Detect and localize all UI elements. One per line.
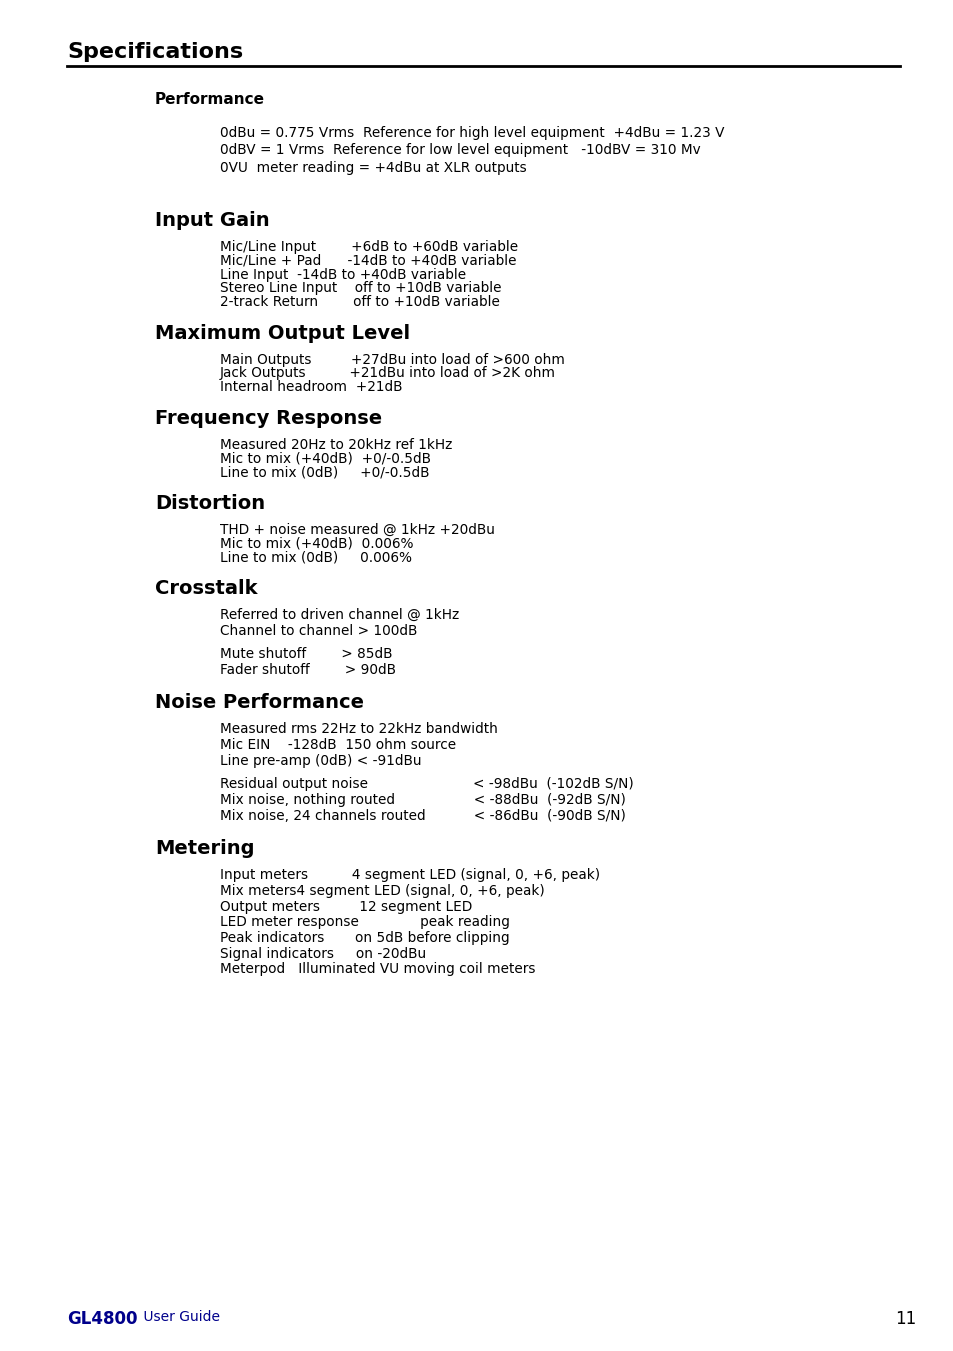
Text: Mix noise, nothing routed                  < -88dBu  (-92dB S/N): Mix noise, nothing routed < -88dBu (-92d… xyxy=(220,793,625,807)
Text: Mic to mix (+40dB)  0.006%: Mic to mix (+40dB) 0.006% xyxy=(220,536,413,551)
Text: Mic EIN    -128dB  150 ohm source: Mic EIN -128dB 150 ohm source xyxy=(220,738,456,753)
Text: Peak indicators       on 5dB before clipping: Peak indicators on 5dB before clipping xyxy=(220,931,509,944)
Text: 0dBV = 1 Vrms  Reference for low level equipment   -10dBV = 310 Mv: 0dBV = 1 Vrms Reference for low level eq… xyxy=(220,143,700,158)
Text: Residual output noise                        < -98dBu  (-102dB S/N): Residual output noise < -98dBu (-102dB S… xyxy=(220,777,633,792)
Text: Measured rms 22Hz to 22kHz bandwidth: Measured rms 22Hz to 22kHz bandwidth xyxy=(220,723,497,736)
Text: Maximum Output Level: Maximum Output Level xyxy=(154,323,410,343)
Text: Crosstalk: Crosstalk xyxy=(154,578,257,597)
Text: Distortion: Distortion xyxy=(154,493,265,512)
Text: Jack Outputs          +21dBu into load of >2K ohm: Jack Outputs +21dBu into load of >2K ohm xyxy=(220,366,556,381)
Text: 0VU  meter reading = +4dBu at XLR outputs: 0VU meter reading = +4dBu at XLR outputs xyxy=(220,161,526,176)
Text: Mix meters4 segment LED (signal, 0, +6, peak): Mix meters4 segment LED (signal, 0, +6, … xyxy=(220,884,544,898)
Text: Signal indicators     on -20dBu: Signal indicators on -20dBu xyxy=(220,947,426,961)
Text: Referred to driven channel @ 1kHz: Referred to driven channel @ 1kHz xyxy=(220,608,458,621)
Text: Internal headroom  +21dB: Internal headroom +21dB xyxy=(220,380,402,394)
Text: Meterpod   Illuminated VU moving coil meters: Meterpod Illuminated VU moving coil mete… xyxy=(220,962,535,977)
Text: Frequency Response: Frequency Response xyxy=(154,408,382,428)
Text: 11: 11 xyxy=(894,1310,915,1328)
Text: Mic to mix (+40dB)  +0/-0.5dB: Mic to mix (+40dB) +0/-0.5dB xyxy=(220,451,431,466)
Text: Mic/Line + Pad      -14dB to +40dB variable: Mic/Line + Pad -14dB to +40dB variable xyxy=(220,254,516,267)
Text: Metering: Metering xyxy=(154,839,254,858)
Text: Fader shutoff        > 90dB: Fader shutoff > 90dB xyxy=(220,663,395,677)
Text: Main Outputs         +27dBu into load of >600 ohm: Main Outputs +27dBu into load of >600 oh… xyxy=(220,353,564,366)
Text: Line to mix (0dB)     +0/-0.5dB: Line to mix (0dB) +0/-0.5dB xyxy=(220,465,429,480)
Text: THD + noise measured @ 1kHz +20dBu: THD + noise measured @ 1kHz +20dBu xyxy=(220,523,495,536)
Text: 0dBu = 0.775 Vrms  Reference for high level equipment  +4dBu = 1.23 V: 0dBu = 0.775 Vrms Reference for high lev… xyxy=(220,126,723,139)
Text: Mic/Line Input        +6dB to +60dB variable: Mic/Line Input +6dB to +60dB variable xyxy=(220,240,517,254)
Text: Line pre-amp (0dB) < -91dBu: Line pre-amp (0dB) < -91dBu xyxy=(220,754,421,767)
Text: Mute shutoff        > 85dB: Mute shutoff > 85dB xyxy=(220,647,392,661)
Text: Mix noise, 24 channels routed           < -86dBu  (-90dB S/N): Mix noise, 24 channels routed < -86dBu (… xyxy=(220,809,625,823)
Text: Noise Performance: Noise Performance xyxy=(154,693,364,712)
Text: GL4800: GL4800 xyxy=(67,1310,137,1328)
Text: Stereo Line Input    off to +10dB variable: Stereo Line Input off to +10dB variable xyxy=(220,281,501,296)
Text: Specifications: Specifications xyxy=(67,42,243,62)
Text: Line to mix (0dB)     0.006%: Line to mix (0dB) 0.006% xyxy=(220,550,412,565)
Text: Channel to channel > 100dB: Channel to channel > 100dB xyxy=(220,624,417,638)
Text: Input meters          4 segment LED (signal, 0, +6, peak): Input meters 4 segment LED (signal, 0, +… xyxy=(220,869,599,882)
Text: Performance: Performance xyxy=(154,92,265,107)
Text: Output meters         12 segment LED: Output meters 12 segment LED xyxy=(220,900,472,913)
Text: Line Input  -14dB to +40dB variable: Line Input -14dB to +40dB variable xyxy=(220,267,466,281)
Text: LED meter response              peak reading: LED meter response peak reading xyxy=(220,915,509,929)
Text: User Guide: User Guide xyxy=(139,1310,220,1324)
Text: Measured 20Hz to 20kHz ref 1kHz: Measured 20Hz to 20kHz ref 1kHz xyxy=(220,438,452,451)
Text: 2-track Return        off to +10dB variable: 2-track Return off to +10dB variable xyxy=(220,295,499,309)
Text: Input Gain: Input Gain xyxy=(154,211,270,230)
